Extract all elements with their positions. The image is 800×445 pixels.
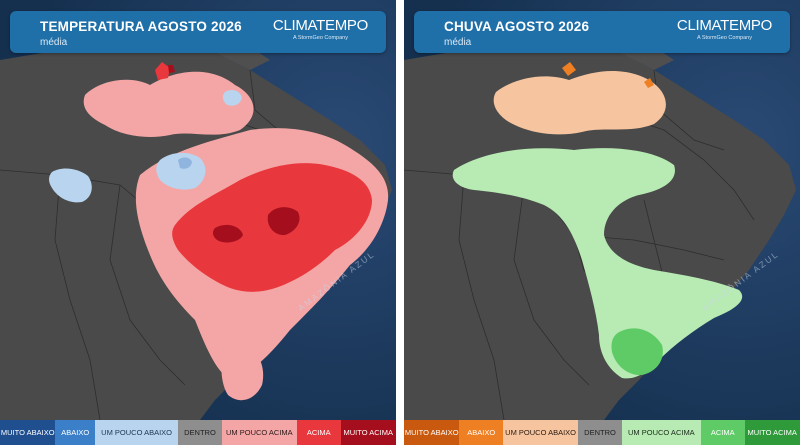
legend-item-um-pouco-acima: UM POUCO ACIMA: [221, 420, 297, 445]
legend-label: UM POUCO ACIMA: [628, 428, 695, 437]
panel-divider: [396, 0, 404, 445]
legend-label: ACIMA: [306, 428, 331, 437]
legend-label: MUITO ACIMA: [747, 428, 797, 437]
rain-map: [404, 0, 800, 420]
legend-item-dentro: DENTRO: [578, 420, 622, 445]
legend: MUITO ABAIXO ABAIXO UM POUCO ABAIXO DENT…: [0, 420, 396, 445]
map-title: CHUVA AGOSTO 2026: [444, 19, 590, 34]
legend-label: DENTRO: [584, 428, 616, 437]
legend-label: MUITO ACIMA: [343, 428, 393, 437]
legend-label: ABAIXO: [467, 428, 496, 437]
legend-item-abaixo: ABAIXO: [459, 420, 503, 445]
legend-label: DENTRO: [184, 428, 216, 437]
anomaly-area: [222, 90, 242, 106]
legend-item-um-pouco-abaixo: UM POUCO ABAIXO: [95, 420, 179, 445]
anomaly-area: [83, 71, 254, 137]
legend: MUITO ABAIXO ABAIXO UM POUCO ABAIXO DENT…: [404, 420, 800, 445]
legend-label: ACIMA: [710, 428, 735, 437]
map-subtitle: média: [40, 37, 68, 48]
legend-item-muito-abaixo: MUITO ABAIXO: [0, 420, 56, 445]
legend-item-um-pouco-acima: UM POUCO ACIMA: [621, 420, 701, 445]
anomaly-layer: [49, 62, 389, 401]
legend-label: ABAIXO: [61, 428, 90, 437]
legend-item-dentro: DENTRO: [178, 420, 222, 445]
anomaly-area: [178, 157, 192, 169]
anomaly-area: [168, 65, 175, 73]
anomaly-layer: [452, 62, 743, 379]
legend-item-abaixo: ABAIXO: [55, 420, 96, 445]
legend-label: MUITO ABAIXO: [404, 428, 459, 437]
anomaly-area: [49, 168, 92, 203]
anomaly-area: [452, 148, 743, 379]
anomaly-area: [156, 152, 206, 190]
legend-item-acima: ACIMA: [296, 420, 341, 445]
legend-label: UM POUCO ACIMA: [226, 428, 293, 437]
brand-logo: CLIMATEMPO A StormGeo Company: [273, 17, 368, 41]
temperature-map-panel: TEMPERATURA AGOSTO 2026 média CLIMATEMPO…: [0, 0, 396, 445]
anomaly-area: [611, 328, 663, 376]
map-header: CHUVA AGOSTO 2026 média CLIMATEMPO A Sto…: [414, 11, 790, 53]
brand-tagline: A StormGeo Company: [696, 35, 752, 41]
anomaly-area: [155, 62, 170, 80]
anomaly-area: [493, 70, 666, 135]
legend-item-um-pouco-abaixo: UM POUCO ABAIXO: [502, 420, 579, 445]
legend-label: UM POUCO ABAIXO: [101, 428, 173, 437]
map-title: TEMPERATURA AGOSTO 2026: [40, 19, 242, 34]
legend-item-acima: ACIMA: [700, 420, 745, 445]
rain-map-panel: CHUVA AGOSTO 2026 média CLIMATEMPO A Sto…: [404, 0, 800, 445]
temperature-map: [0, 0, 396, 420]
legend-item-muito-acima: MUITO ACIMA: [340, 420, 396, 445]
brand-tagline: A StormGeo Company: [292, 35, 348, 41]
brand-name: CLIMATEMPO: [272, 17, 368, 34]
anomaly-area: [644, 78, 654, 88]
legend-label: MUITO ABAIXO: [0, 428, 55, 437]
legend-item-muito-abaixo: MUITO ABAIXO: [404, 420, 460, 445]
brand-name: CLIMATEMPO: [676, 17, 772, 34]
legend-item-muito-acima: MUITO ACIMA: [744, 420, 800, 445]
anomaly-area: [562, 62, 576, 76]
anomaly-area: [221, 330, 264, 401]
anomaly-area: [212, 224, 243, 243]
map-subtitle: média: [444, 37, 472, 48]
brand-logo: CLIMATEMPO A StormGeo Company: [677, 17, 772, 41]
anomaly-area: [267, 207, 300, 236]
legend-label: UM POUCO ABAIXO: [505, 428, 577, 437]
map-header: TEMPERATURA AGOSTO 2026 média CLIMATEMPO…: [10, 11, 386, 53]
